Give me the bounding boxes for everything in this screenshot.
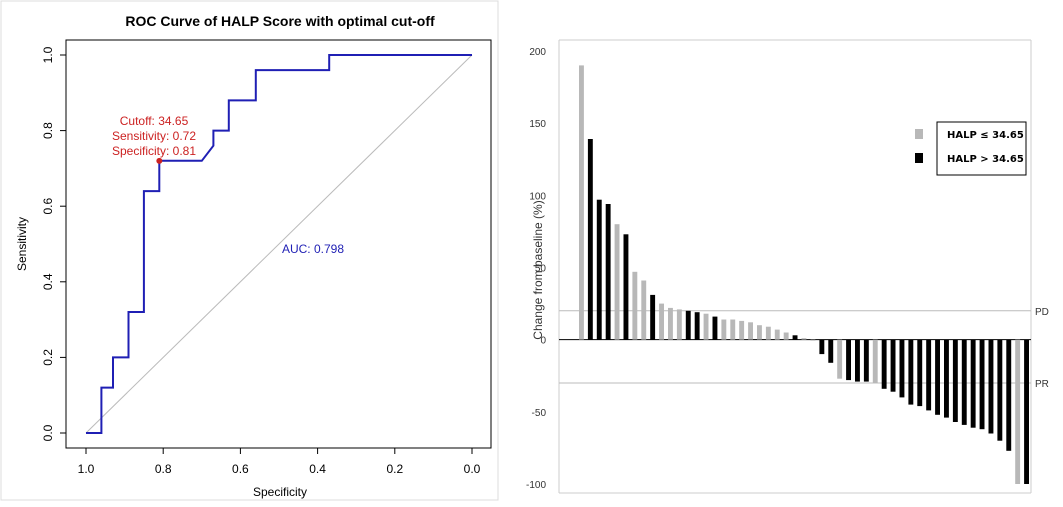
waterfall-bar [641, 280, 647, 340]
waterfall-bar [997, 339, 1003, 441]
waterfall-bar [596, 199, 602, 340]
waterfall-bar [979, 339, 985, 430]
legend-box [936, 121, 1027, 176]
waterfall-y-tick-label: 50 [535, 264, 547, 275]
waterfall-bar [810, 339, 816, 341]
waterfall-y-tick-label: 0 [540, 336, 546, 347]
legend-swatch-high [915, 153, 923, 163]
waterfall-bar [721, 319, 727, 340]
roc-x-axis: 1.0 0.8 0.6 0.4 0.2 0.0 [78, 448, 481, 476]
roc-y-tick-label: 0.2 [41, 349, 55, 366]
legend-swatch-low [915, 129, 923, 139]
waterfall-y-tick-label: -100 [526, 480, 546, 491]
waterfall-bar [650, 294, 656, 340]
waterfall-y-tick-label: -50 [532, 408, 547, 419]
waterfall-bar [1024, 339, 1029, 484]
waterfall-reference-label: PR [1035, 379, 1049, 390]
roc-x-tick-label: 0.0 [464, 462, 481, 476]
waterfall-chart: 200 150 100 50 0 -50 -100 Change from baseline… [526, 39, 1049, 494]
waterfall-reference-lines: PD PR [559, 307, 1049, 390]
waterfall-chart-panel: 200 150 100 50 0 -50 -100 Change from baseline… [517, 0, 1063, 502]
roc-y-tick-label: 0.6 [41, 198, 55, 215]
waterfall-bars [579, 65, 1029, 484]
waterfall-bar [757, 325, 762, 340]
waterfall-bar [1015, 339, 1021, 484]
waterfall-y-tick-label: 150 [529, 119, 546, 130]
waterfall-bar [668, 307, 673, 340]
waterfall-bar [846, 339, 851, 381]
waterfall-bar [970, 339, 976, 428]
waterfall-bar [935, 339, 940, 415]
waterfall-bar [988, 339, 994, 434]
legend-label-high: HALP > 34.65 [947, 154, 1024, 165]
roc-y-axis: 0.0 0.2 0.4 0.6 0.8 1.0 [41, 46, 66, 441]
roc-title: ROC Curve of HALP Score with optimal cut… [125, 13, 435, 29]
waterfall-bar [881, 339, 887, 389]
roc-annotation-specificity: Specificity: 0.81 [112, 144, 196, 158]
waterfall-bar [659, 303, 664, 340]
roc-x-axis-label: Specificity [253, 485, 307, 499]
waterfall-bar [694, 312, 700, 340]
legend-label-low: HALP ≤ 34.65 [947, 130, 1024, 141]
roc-x-tick-label: 0.8 [155, 462, 172, 476]
roc-reference-diagonal [85, 54, 473, 434]
waterfall-bar [855, 339, 860, 382]
waterfall-bar [632, 271, 638, 340]
waterfall-bar [801, 338, 807, 340]
roc-x-tick-label: 0.2 [386, 462, 403, 476]
waterfall-y-tick-label: 200 [529, 47, 546, 58]
waterfall-bar [837, 339, 843, 379]
waterfall-reference-label: PD [1035, 307, 1049, 318]
roc-chart-panel: ROC Curve of HALP Score with optimal cut… [0, 0, 500, 502]
waterfall-bar [899, 339, 905, 398]
roc-optimal-point [156, 157, 163, 164]
waterfall-bar [748, 322, 753, 340]
waterfall-y-axis: 200 150 100 50 0 -50 -100 [526, 47, 546, 491]
waterfall-bar [944, 339, 949, 418]
waterfall-bar [774, 329, 780, 340]
waterfall-bar [792, 335, 798, 340]
waterfall-y-tick-label: 100 [529, 191, 546, 202]
waterfall-bar [703, 313, 709, 340]
waterfall-bar [614, 224, 620, 340]
waterfall-bar [961, 339, 967, 425]
waterfall-bar [917, 339, 923, 407]
waterfall-bar [739, 320, 745, 340]
waterfall-legend: HALP ≤ 34.65 HALP > 34.65 [915, 121, 1027, 176]
waterfall-bar [676, 309, 682, 340]
roc-y-tick-label: 0.4 [41, 273, 55, 290]
roc-plot-frame [65, 39, 492, 449]
waterfall-bar [828, 339, 834, 363]
roc-auc-label: AUC: 0.798 [282, 242, 344, 256]
roc-y-tick-label: 0.8 [41, 122, 55, 139]
waterfall-y-axis-label: Change from baseline (%) [531, 200, 545, 339]
roc-x-tick-label: 0.4 [309, 462, 326, 476]
waterfall-bar [819, 339, 825, 355]
roc-y-tick-label: 0.0 [41, 424, 55, 441]
roc-x-tick-label: 1.0 [78, 462, 95, 476]
waterfall-bar [765, 326, 771, 340]
waterfall-bar [1006, 339, 1012, 451]
roc-y-axis-label: Sensitivity [15, 217, 29, 271]
roc-y-tick-label: 1.0 [41, 46, 55, 63]
waterfall-bar [712, 316, 718, 340]
waterfall-bar [926, 339, 932, 411]
roc-panel-border [0, 0, 499, 501]
waterfall-bar [890, 339, 896, 392]
roc-chart: ROC Curve of HALP Score with optimal cut… [0, 0, 499, 501]
waterfall-bar [730, 319, 736, 340]
waterfall-bar [783, 332, 789, 340]
waterfall-bar [685, 310, 691, 340]
waterfall-bar [587, 139, 593, 340]
roc-annotation-cutoff: Cutoff: 34.65 [120, 114, 189, 128]
roc-x-tick-label: 0.6 [232, 462, 249, 476]
waterfall-bar [579, 65, 584, 340]
waterfall-bar [908, 339, 914, 405]
roc-annotation-sensitivity: Sensitivity: 0.72 [112, 129, 196, 143]
waterfall-bar [623, 234, 629, 340]
waterfall-bar [952, 339, 958, 422]
waterfall-bar [863, 339, 869, 382]
waterfall-bar [605, 204, 611, 340]
waterfall-bar [872, 339, 878, 383]
